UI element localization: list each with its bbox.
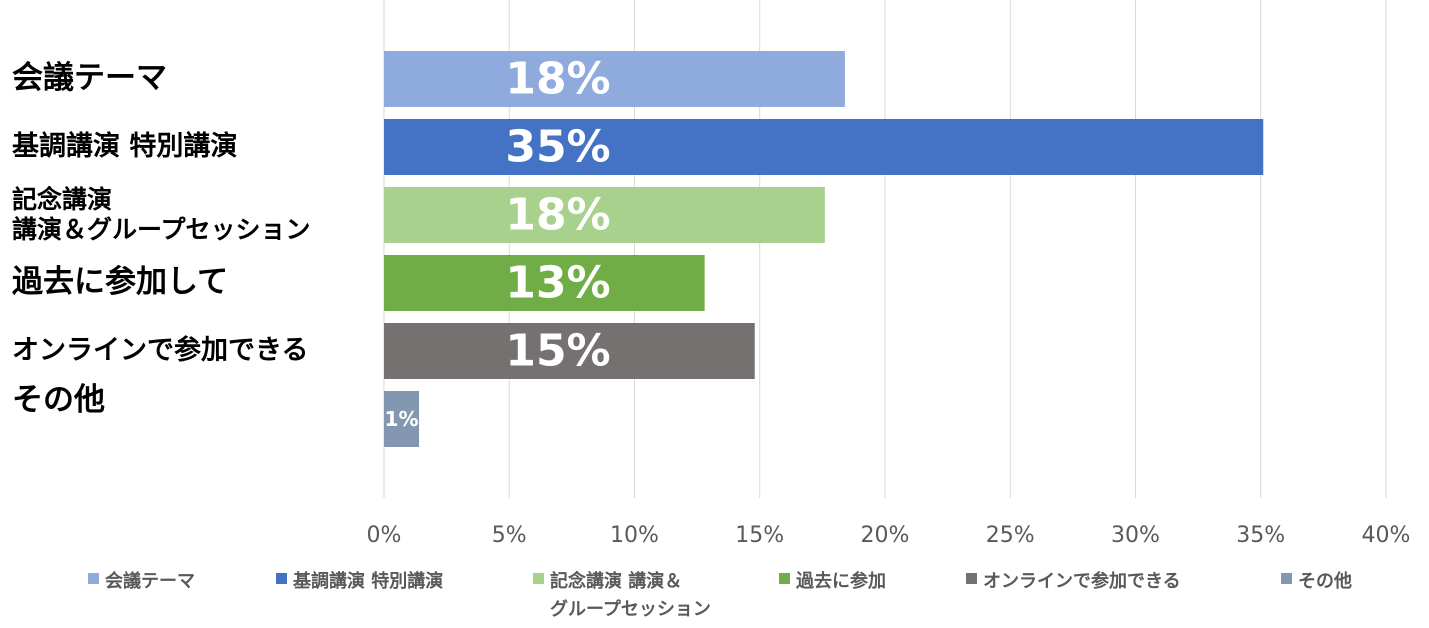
bar xyxy=(384,187,825,243)
x-tick-label: 0% xyxy=(367,523,402,548)
legend-label: オンラインで参加できる xyxy=(983,571,1181,592)
x-tick-label: 20% xyxy=(861,523,910,548)
x-tick-label: 30% xyxy=(1111,523,1160,548)
bar xyxy=(384,323,755,379)
legend-swatch xyxy=(779,573,790,584)
legend-label: その他 xyxy=(1298,571,1352,592)
category-label: 過去に参加して xyxy=(12,264,229,301)
x-tick-label: 40% xyxy=(1362,523,1411,548)
bar-data-label: 1% xyxy=(385,407,419,431)
bar-data-labels: 18% 35% 18% 13% 15% 1% xyxy=(385,54,611,432)
legend-swatch xyxy=(1281,573,1292,584)
legend-swatch xyxy=(533,573,544,584)
category-label: オンラインで参加できる xyxy=(12,334,309,366)
category-label: 基調講演 特別講演 xyxy=(12,130,238,162)
legend-label: 会議テーマ xyxy=(105,571,195,592)
legend-item: 会議テーマ xyxy=(88,568,195,596)
bar xyxy=(384,51,845,107)
bar xyxy=(384,119,1264,175)
legend-label: 基調講演 特別講演 xyxy=(293,571,444,592)
legend-label: 記念講演 講演＆ グループセッション xyxy=(550,571,711,620)
x-axis-tick-labels: 0% 5% 10% 15% 20% 25% 30% 35% 40% xyxy=(367,523,1411,548)
legend-item: 記念講演 講演＆ グループセッション xyxy=(533,568,711,624)
bar-data-label: 18% xyxy=(505,190,610,241)
category-label: 会議テーマ xyxy=(12,60,167,97)
bar-data-label: 35% xyxy=(505,122,610,173)
bar-chart: 18% 35% 18% 13% 15% 1% 0% 5% 10% 15% 20% 25% 30% 35%… xyxy=(367,0,1411,548)
bar xyxy=(384,255,705,311)
bar-data-label: 13% xyxy=(505,258,610,309)
x-tick-label: 15% xyxy=(735,523,784,548)
category-label: 記念講演 講演＆グループセッション xyxy=(12,185,311,244)
legend-item: 過去に参加 xyxy=(779,568,886,596)
x-tick-label: 35% xyxy=(1236,523,1285,548)
bar xyxy=(384,391,420,447)
bars xyxy=(384,51,1264,447)
legend: 会議テーマ 基調講演 特別講演 記念講演 講演＆ グループセッション 過去に参加 オンライ… xyxy=(0,560,1429,628)
legend-swatch xyxy=(88,573,99,584)
legend-label: 過去に参加 xyxy=(796,571,886,592)
bar-data-label: 15% xyxy=(505,326,610,377)
legend-item: 基調講演 特別講演 xyxy=(276,568,443,596)
legend-item: その他 xyxy=(1281,568,1352,596)
x-tick-label: 10% xyxy=(610,523,659,548)
category-label: その他 xyxy=(12,382,105,419)
legend-swatch xyxy=(276,573,287,584)
legend-item: オンラインで参加できる xyxy=(966,568,1181,596)
x-tick-label: 25% xyxy=(986,523,1035,548)
bar-data-label: 18% xyxy=(505,54,610,105)
x-tick-label: 5% xyxy=(492,523,527,548)
legend-swatch xyxy=(966,573,977,584)
